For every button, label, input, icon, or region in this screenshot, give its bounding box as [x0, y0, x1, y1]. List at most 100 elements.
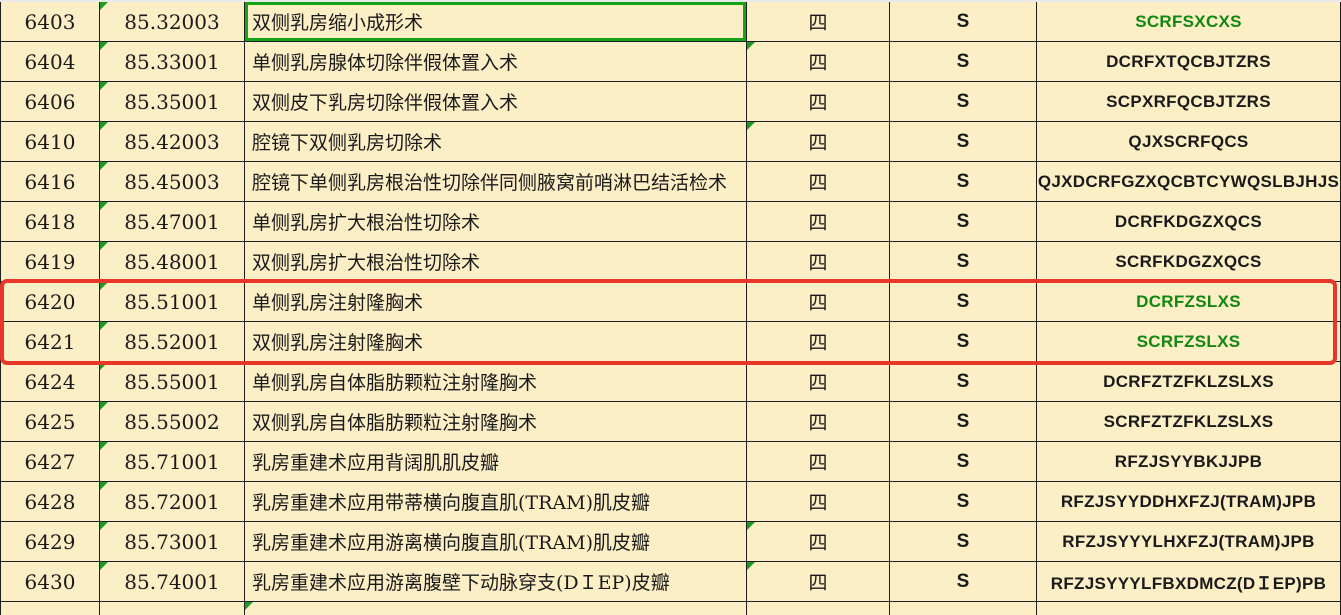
cell-desc[interactable]: 乳房重建术应用带蒂横向腹直肌(TRAM)肌皮瓣 — [245, 482, 747, 521]
cell-pinyin[interactable]: QJXSCRFQCS — [1037, 122, 1341, 161]
cell-code[interactable]: 85.52001 — [100, 322, 245, 361]
cell-desc[interactable]: 腔镜下双侧乳房切除术 — [245, 122, 747, 161]
cell-level[interactable]: 四 — [747, 442, 890, 481]
cell-seq[interactable]: 6430 — [0, 562, 100, 601]
cell-pinyin[interactable]: SCRFZSLXS — [1037, 322, 1341, 361]
cell-level[interactable]: 四 — [747, 282, 890, 321]
cell-seq[interactable]: 6429 — [0, 522, 100, 561]
cell-pinyin[interactable]: RFZJSYYYLHXFZJ(TRAM)JPB — [1037, 522, 1341, 561]
cell-flag[interactable]: S — [890, 482, 1037, 521]
cell-flag[interactable]: S — [890, 122, 1037, 161]
cell-seq[interactable]: 6416 — [0, 162, 100, 201]
cell-flag[interactable]: S — [890, 42, 1037, 81]
cell-pinyin[interactable]: DCRFXTQCBJTZRS — [1037, 42, 1341, 81]
cell-flag[interactable]: S — [890, 562, 1037, 601]
cell-desc[interactable]: 单侧乳房自体脂肪颗粒注射隆胸术 — [245, 362, 747, 401]
cell-level[interactable]: 四 — [747, 82, 890, 121]
cell-pinyin[interactable]: DCRFZTZFKLZSLXS — [1037, 362, 1341, 401]
cell-desc[interactable]: 单侧乳房腺体切除伴假体置入术 — [245, 42, 747, 81]
cell-seq[interactable]: 6425 — [0, 402, 100, 441]
cell-flag[interactable]: S — [890, 282, 1037, 321]
cell-code[interactable]: 85.55002 — [100, 402, 245, 441]
cell-pinyin[interactable]: SCPXRFQCBJTZRS — [1037, 82, 1341, 121]
cell-pinyin[interactable]: SCRFZTZFKLZSLXS — [1037, 402, 1341, 441]
cell-level[interactable]: 四 — [747, 562, 890, 601]
cell-desc[interactable]: 腔镜下单侧乳房根治性切除伴同侧腋窝前哨淋巴结活检术 — [245, 162, 747, 201]
cell-code[interactable]: 85.32003 — [100, 2, 245, 41]
cell-level[interactable] — [747, 602, 890, 615]
cell-code[interactable]: 85.55001 — [100, 362, 245, 401]
cell-level[interactable]: 四 — [747, 322, 890, 361]
cell-seq[interactable]: 6403 — [0, 2, 100, 41]
cell-desc[interactable] — [245, 602, 747, 615]
cell-pinyin[interactable]: RFZJSYYDDHXFZJ(TRAM)JPB — [1037, 482, 1341, 521]
cell-flag[interactable]: S — [890, 402, 1037, 441]
cell-code[interactable]: 85.47001 — [100, 202, 245, 241]
cell-seq[interactable]: 6420 — [0, 282, 100, 321]
cell-pinyin[interactable]: RFZJSYYYLFBXDMCZ(DＩEP)PB — [1037, 562, 1341, 601]
cell-seq[interactable] — [0, 602, 100, 615]
cell-pinyin[interactable]: QJXDCRFGZXQCBTCYWQSLBJHJS — [1037, 162, 1341, 201]
cell-seq[interactable]: 6419 — [0, 242, 100, 281]
cell-flag-text: S — [956, 410, 970, 432]
cell-desc[interactable]: 乳房重建术应用游离横向腹直肌(TRAM)肌皮瓣 — [245, 522, 747, 561]
cell-seq[interactable]: 6427 — [0, 442, 100, 481]
cell-flag[interactable] — [890, 602, 1037, 615]
cell-code[interactable]: 85.48001 — [100, 242, 245, 281]
cell-code[interactable] — [100, 602, 245, 615]
cell-seq[interactable]: 6421 — [0, 322, 100, 361]
cell-desc[interactable]: 乳房重建术应用背阔肌肌皮瓣 — [245, 442, 747, 481]
cell-flag[interactable]: S — [890, 162, 1037, 201]
cell-level[interactable]: 四 — [747, 42, 890, 81]
cell-desc[interactable]: 单侧乳房注射隆胸术 — [245, 282, 747, 321]
cell-seq[interactable]: 6428 — [0, 482, 100, 521]
cell-level[interactable]: 四 — [747, 2, 890, 41]
cell-pinyin[interactable]: SCRFSXCXS — [1037, 2, 1341, 41]
cell-flag[interactable]: S — [890, 2, 1037, 41]
cell-flag-text: S — [956, 370, 970, 392]
cell-seq[interactable]: 6410 — [0, 122, 100, 161]
cell-code[interactable]: 85.51001 — [100, 282, 245, 321]
cell-level[interactable]: 四 — [747, 362, 890, 401]
cell-desc[interactable]: 单侧乳房扩大根治性切除术 — [245, 202, 747, 241]
cell-flag[interactable]: S — [890, 202, 1037, 241]
cell-pinyin[interactable] — [1037, 602, 1341, 615]
cell-flag[interactable]: S — [890, 82, 1037, 121]
cell-level[interactable]: 四 — [747, 402, 890, 441]
cell-desc[interactable]: 双侧乳房缩小成形术 — [245, 2, 747, 41]
cell-flag[interactable]: S — [890, 242, 1037, 281]
cell-seq[interactable]: 6404 — [0, 42, 100, 81]
cell-code[interactable]: 85.33001 — [100, 42, 245, 81]
cell-code[interactable]: 85.35001 — [100, 82, 245, 121]
cell-pinyin[interactable]: DCRFZSLXS — [1037, 282, 1341, 321]
cell-desc[interactable]: 双侧乳房自体脂肪颗粒注射隆胸术 — [245, 402, 747, 441]
cell-code[interactable]: 85.74001 — [100, 562, 245, 601]
cell-flag[interactable]: S — [890, 362, 1037, 401]
cell-desc[interactable]: 乳房重建术应用游离腹壁下动脉穿支(DＩEP)皮瓣 — [245, 562, 747, 601]
cell-seq[interactable]: 6406 — [0, 82, 100, 121]
cell-flag[interactable]: S — [890, 322, 1037, 361]
cell-level-text: 四 — [808, 492, 828, 514]
cell-desc[interactable]: 双侧皮下乳房切除伴假体置入术 — [245, 82, 747, 121]
cell-level[interactable]: 四 — [747, 122, 890, 161]
cell-code[interactable]: 85.73001 — [100, 522, 245, 561]
cell-code[interactable]: 85.42003 — [100, 122, 245, 161]
cell-pinyin[interactable]: SCRFKDGZXQCS — [1037, 242, 1341, 281]
cell-pinyin[interactable]: RFZJSYYBKJJPB — [1037, 442, 1341, 481]
cell-pinyin[interactable]: DCRFKDGZXQCS — [1037, 202, 1341, 241]
cell-code-text: 85.71001 — [124, 449, 220, 474]
cell-seq[interactable]: 6424 — [0, 362, 100, 401]
cell-seq[interactable]: 6418 — [0, 202, 100, 241]
cell-code[interactable]: 85.45003 — [100, 162, 245, 201]
cell-flag[interactable]: S — [890, 522, 1037, 561]
cell-level[interactable]: 四 — [747, 202, 890, 241]
cell-level[interactable]: 四 — [747, 242, 890, 281]
cell-level[interactable]: 四 — [747, 162, 890, 201]
cell-flag[interactable]: S — [890, 442, 1037, 481]
cell-level[interactable]: 四 — [747, 482, 890, 521]
cell-level[interactable]: 四 — [747, 522, 890, 561]
cell-code[interactable]: 85.71001 — [100, 442, 245, 481]
cell-code[interactable]: 85.72001 — [100, 482, 245, 521]
cell-desc[interactable]: 双侧乳房注射隆胸术 — [245, 322, 747, 361]
cell-desc[interactable]: 双侧乳房扩大根治性切除术 — [245, 242, 747, 281]
